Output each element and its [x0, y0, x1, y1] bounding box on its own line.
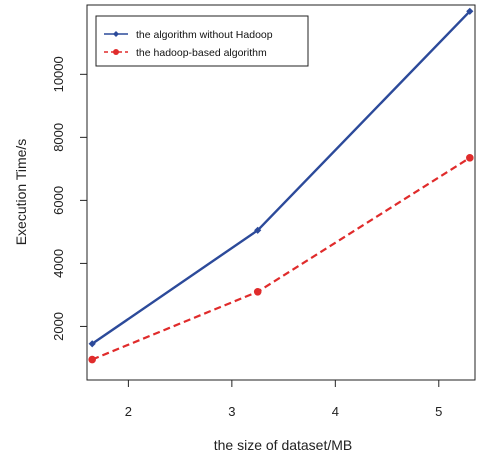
legend-marker [113, 49, 119, 55]
x-tick-label: 5 [435, 404, 442, 419]
y-tick-label: 10000 [51, 56, 66, 92]
plot-frame [86, 4, 476, 381]
x-axis-title: the size of dataset/MB [214, 437, 353, 453]
legend: the algorithm without Hadoop the hadoop-b… [95, 15, 309, 67]
series-1-point [88, 355, 96, 364]
series-1-point [466, 154, 474, 162]
y-axis: 2000 4000 6000 8000 10000 [51, 56, 87, 341]
series-1-point [253, 287, 262, 296]
legend-label: the algorithm without Hadoop [136, 29, 273, 41]
y-tick-label: 4000 [51, 249, 66, 278]
y-axis-title: Execution Time/s [13, 139, 29, 246]
series-0-point [88, 340, 96, 348]
x-tick-label: 2 [125, 404, 132, 419]
x-axis: 2 3 4 5 [125, 380, 442, 419]
y-tick-label: 2000 [51, 312, 66, 341]
x-tick-label: 4 [332, 404, 339, 419]
y-tick-label: 8000 [51, 123, 66, 152]
y-tick-label: 6000 [51, 186, 66, 215]
series-layer [88, 7, 474, 364]
legend-label: the hadoop-based algorithm [136, 47, 267, 59]
series-0-point [254, 226, 262, 234]
x-tick-label: 3 [228, 404, 235, 419]
legend-marker [113, 31, 119, 37]
legend-box [95, 15, 309, 67]
series-0-point [466, 7, 474, 15]
series-1-line [91, 156, 471, 361]
